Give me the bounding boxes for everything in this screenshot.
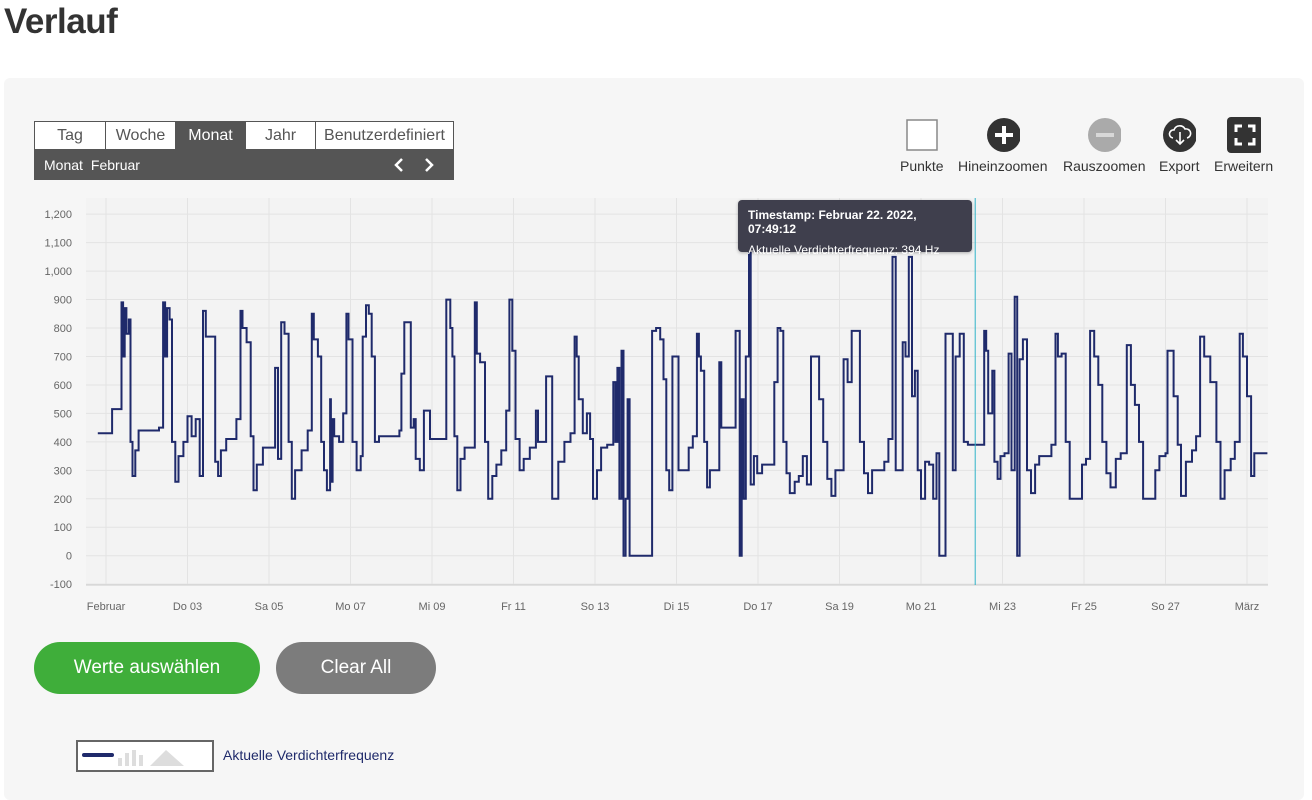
- expand-label: Erweitern: [1214, 158, 1274, 174]
- tab-custom[interactable]: Benutzerdefiniert: [315, 121, 454, 150]
- y-tick-label: 1,200: [44, 209, 72, 221]
- points-toggle[interactable]: Punkte: [900, 118, 944, 174]
- tooltip-value: Aktuelle Verdichterfrequenz: 394 Hz: [748, 243, 940, 257]
- x-tick-label: Sa 19: [825, 601, 854, 613]
- x-tick-label: Do 17: [743, 601, 772, 613]
- fullscreen-icon: [1226, 117, 1261, 153]
- x-tick-label: Sa 05: [255, 601, 284, 613]
- chart-tooltip: Timestamp: Februar 22. 2022, 07:49:12 Ak…: [738, 200, 972, 257]
- expand-button[interactable]: Erweitern: [1214, 117, 1274, 174]
- x-tick-label: Mo 21: [906, 601, 937, 613]
- x-tick-label: So 27: [1151, 601, 1180, 613]
- zoom-in-button[interactable]: Hineinzoomen: [958, 118, 1048, 174]
- y-tick-label: 800: [54, 323, 72, 335]
- previous-period-button[interactable]: [388, 154, 410, 176]
- x-tick-label: Do 03: [173, 601, 202, 613]
- minus-circle-icon: [1087, 118, 1122, 152]
- x-tick-label: März: [1235, 601, 1259, 613]
- zoom-in-label: Hineinzoomen: [958, 158, 1048, 174]
- x-tick-label: Mi 23: [989, 601, 1016, 613]
- x-tick-label: Fr 11: [501, 601, 526, 613]
- next-period-button[interactable]: [418, 154, 440, 176]
- y-tick-label: 200: [54, 494, 72, 506]
- period-type-label: Monat: [44, 157, 83, 173]
- y-tick-label: 500: [54, 408, 72, 420]
- period-value-label: Februar: [90, 157, 140, 173]
- x-tick-label: Mo 07: [335, 601, 366, 613]
- x-tick-label: Di 15: [664, 601, 690, 613]
- history-panel: Tag Woche Monat Jahr Benutzerdefiniert M…: [4, 78, 1304, 800]
- y-tick-label: 300: [54, 465, 72, 477]
- cloud-download-icon: [1162, 118, 1197, 152]
- export-button[interactable]: Export: [1159, 118, 1199, 174]
- tab-year[interactable]: Jahr: [245, 121, 315, 150]
- y-tick-label: 900: [54, 295, 72, 307]
- series-line[interactable]: [97, 247, 1268, 557]
- y-tick-label: 1,000: [44, 266, 72, 278]
- tab-month[interactable]: Monat: [175, 121, 245, 150]
- x-tick-label: Februar: [87, 601, 126, 613]
- y-tick-label: 1,100: [44, 238, 72, 250]
- y-tick-label: 400: [54, 437, 72, 449]
- tab-day[interactable]: Tag: [34, 121, 105, 150]
- tab-week[interactable]: Woche: [105, 121, 175, 150]
- x-tick-label: Mi 09: [419, 601, 446, 613]
- plus-circle-icon: [986, 118, 1020, 152]
- chevron-left-icon: [394, 158, 403, 172]
- y-tick-label: 0: [66, 551, 72, 563]
- points-label: Punkte: [900, 158, 944, 174]
- export-label: Export: [1159, 158, 1200, 174]
- zoom-out-button[interactable]: Rauszoomen: [1063, 118, 1146, 174]
- period-navigator: Monat Februar: [34, 150, 454, 180]
- y-tick-label: -100: [50, 579, 72, 591]
- page-title: Verlauf: [4, 2, 118, 41]
- frequency-chart[interactable]: -100 0 100 200 300 400 500 600 700 800 900 1,000 1,1…: [4, 78, 1304, 623]
- select-values-button[interactable]: Werte auswählen: [34, 642, 260, 694]
- legend-series-label: Aktuelle Verdichterfrequenz: [223, 747, 395, 763]
- x-tick-label: Fr 25: [1071, 601, 1097, 613]
- legend-series-toggle[interactable]: [76, 740, 214, 772]
- y-tick-label: 600: [54, 380, 72, 392]
- chevron-right-icon: [425, 158, 434, 172]
- y-tick-label: 100: [54, 522, 72, 534]
- x-tick-label: So 13: [581, 601, 610, 613]
- period-tabs: Tag Woche Monat Jahr Benutzerdefiniert: [34, 121, 454, 150]
- clear-all-button[interactable]: Clear All: [276, 642, 436, 694]
- y-tick-label: 700: [54, 351, 72, 363]
- checkbox-icon: [905, 118, 939, 152]
- zoom-out-label: Rauszoomen: [1063, 158, 1146, 174]
- tooltip-timestamp: Timestamp: Februar 22. 2022, 07:49:12: [748, 208, 917, 236]
- chart-type-icon: [82, 750, 184, 766]
